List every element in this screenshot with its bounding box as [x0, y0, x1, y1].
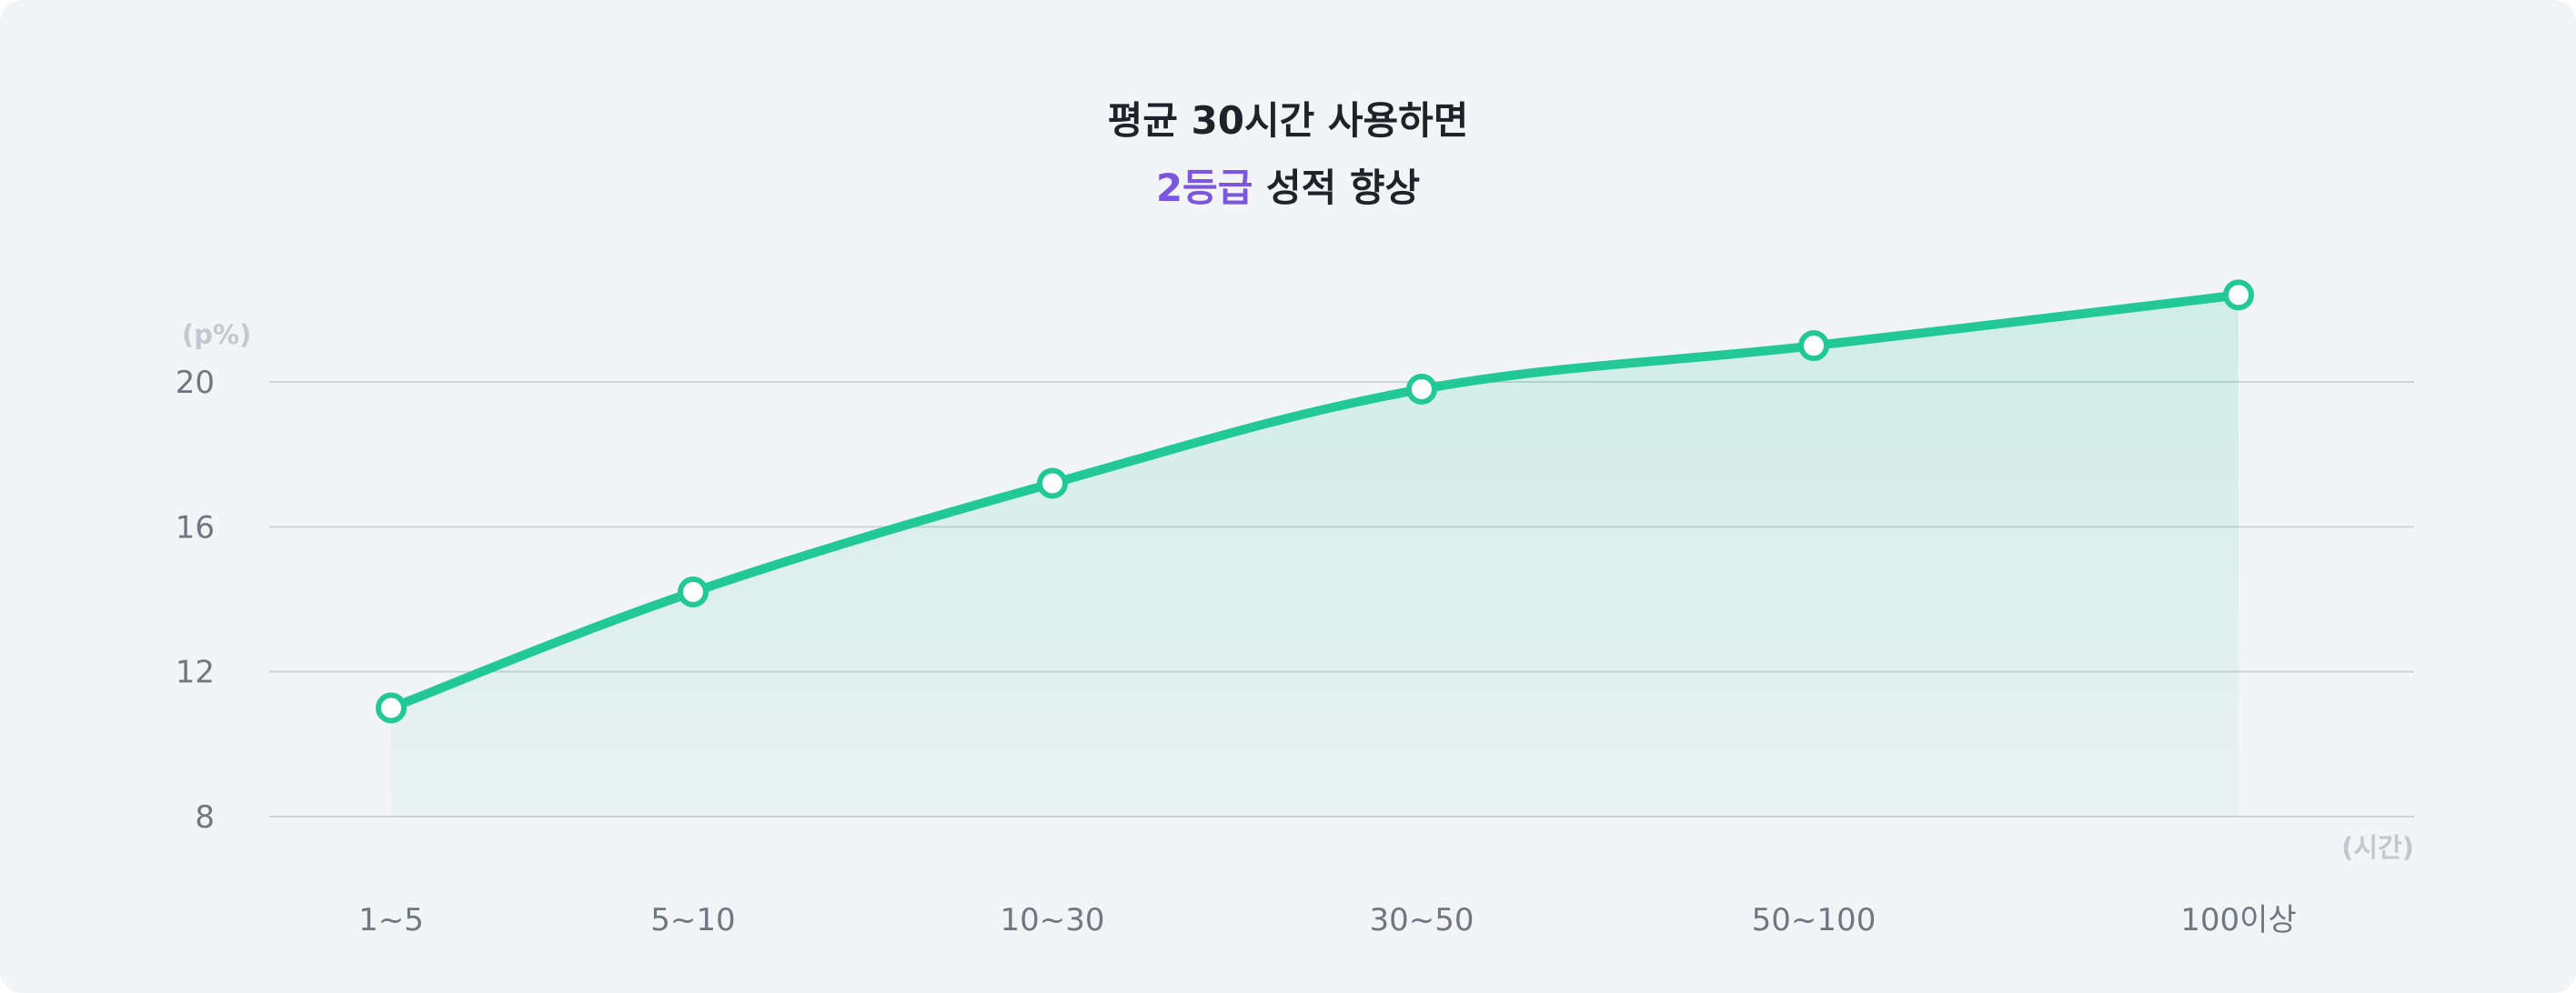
x-tick-label: 30~50 — [1369, 902, 1474, 938]
x-tick-label: 50~100 — [1752, 902, 1877, 938]
y-tick-label: 20 — [176, 365, 215, 401]
x-tick-label: 10~30 — [1000, 902, 1104, 938]
headline-accent: 2등급 — [1155, 166, 1253, 210]
data-point-50~100 — [1798, 330, 1829, 362]
headline: 평균 30시간 사용하면 2등급 성적 향상 — [0, 87, 2576, 222]
x-tick-label: 5~10 — [650, 902, 735, 938]
point-layer — [376, 279, 2254, 724]
data-point-5~10 — [678, 577, 709, 608]
x-tick-label: 1~5 — [358, 902, 424, 938]
series-area — [391, 295, 2239, 817]
area-layer — [391, 295, 2239, 817]
headline-line2: 2등급 성적 향상 — [0, 155, 2576, 222]
data-point-100이상 — [2223, 279, 2254, 311]
line-layer — [387, 290, 2243, 713]
y-tick-label: 12 — [176, 655, 215, 691]
headline-rest: 성적 향상 — [1253, 166, 1421, 210]
headline-line1: 평균 30시간 사용하면 — [1107, 98, 1469, 143]
x-tick-label: 100이상 — [2180, 902, 2296, 938]
x-unit-label: (시간) — [2341, 832, 2414, 863]
series-line — [387, 290, 2243, 713]
label-layer: 8 12 16 20 (p%) (시간) 1~5 5~10 10~30 30~50 50~100 10… — [176, 319, 2414, 938]
data-point-30~50 — [1406, 373, 1437, 405]
y-unit-label: (p%) — [182, 319, 251, 350]
y-tick-label: 8 — [195, 799, 215, 836]
data-point-1~5 — [376, 692, 407, 724]
data-point-10~30 — [1037, 467, 1068, 499]
y-tick-label: 16 — [176, 509, 215, 546]
